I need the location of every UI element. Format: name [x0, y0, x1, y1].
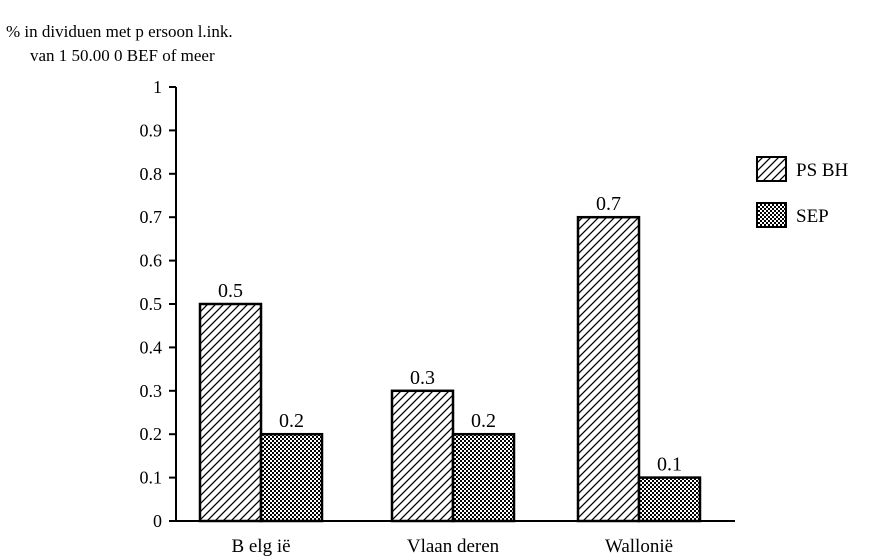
bar-psbh — [576, 215, 641, 523]
data-label: 0.7 — [596, 193, 621, 215]
y-axis-title-line2: van 1 50.00 0 BEF of meer — [30, 46, 215, 65]
legend-label: SEP — [796, 206, 829, 227]
y-tick-label: 0.1 — [140, 468, 163, 488]
y-tick-label: 0 — [153, 511, 162, 531]
data-label: 0.3 — [410, 367, 435, 389]
data-label: 0.5 — [218, 280, 243, 302]
y-axis-title-line1: % in dividuen met p ersoon l.ink. — [6, 22, 233, 41]
bar-sep — [637, 476, 702, 523]
y-tick-label: 0.6 — [140, 251, 163, 271]
legend-label: PS BH — [796, 160, 849, 181]
y-tick-label: 0.3 — [140, 381, 163, 401]
x-tick-label: Wallonië — [605, 536, 673, 556]
legend-swatch — [756, 202, 787, 228]
y-tick-label: 0.5 — [140, 294, 163, 314]
data-label: 0.1 — [657, 454, 682, 476]
bar-sep — [451, 432, 516, 523]
y-tick-label: 0.9 — [140, 120, 163, 140]
y-tick-label: 0.7 — [140, 207, 163, 227]
y-tick-label: 0.2 — [140, 424, 163, 444]
bar-psbh — [198, 302, 263, 523]
x-tick-label: B elg ië — [231, 536, 290, 556]
legend-swatch — [756, 156, 787, 182]
bar-psbh — [390, 389, 455, 523]
x-tick-label: Vlaan deren — [407, 536, 500, 556]
y-tick-label: 1 — [153, 77, 162, 97]
bar-sep — [259, 432, 324, 523]
data-label: 0.2 — [471, 410, 496, 432]
data-label: 0.2 — [279, 410, 304, 432]
y-tick-label: 0.8 — [140, 164, 163, 184]
y-tick-label: 0.4 — [140, 337, 163, 357]
